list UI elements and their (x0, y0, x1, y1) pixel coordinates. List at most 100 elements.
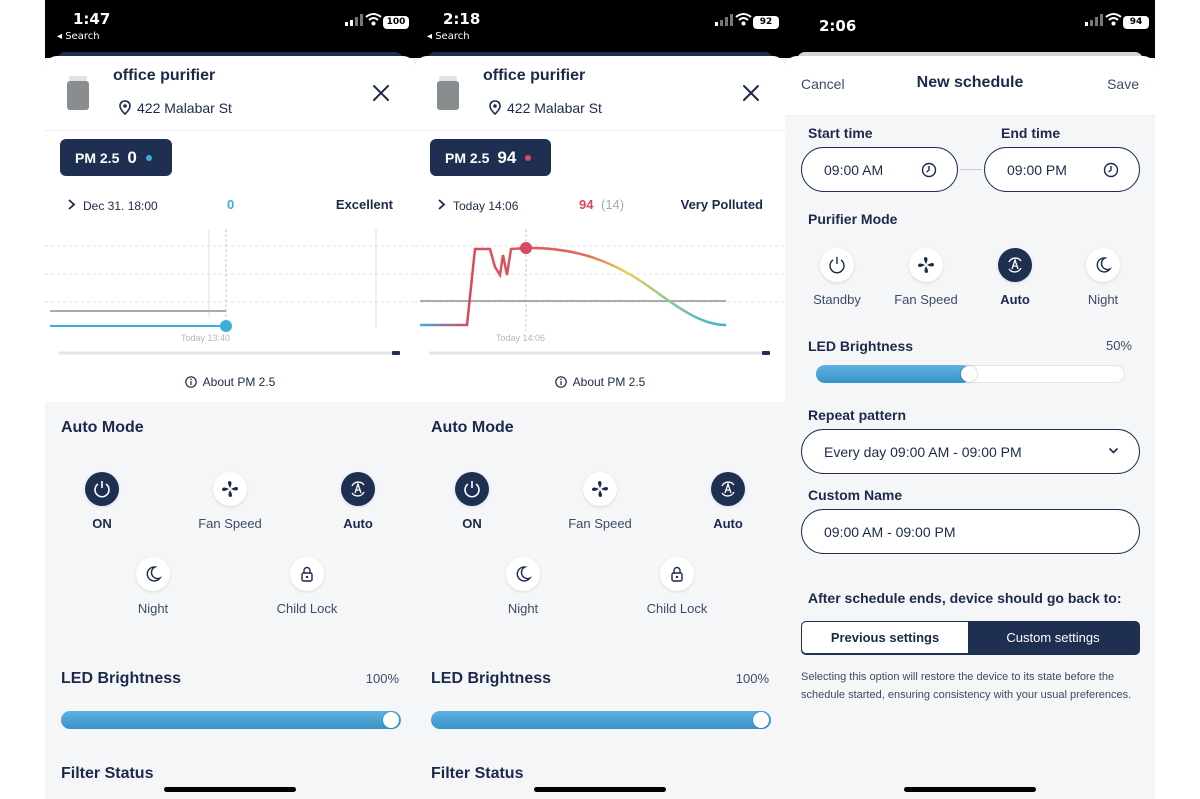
auto-mode-button[interactable]: Auto (313, 472, 403, 531)
led-brightness-percent: 50% (1105, 338, 1132, 353)
home-indicator[interactable] (164, 787, 296, 792)
fan-speed-button[interactable]: Fan Speed (555, 472, 645, 531)
start-time-label: Start time (808, 125, 873, 141)
pm-value: 0 (127, 147, 137, 167)
slider-thumb[interactable] (753, 712, 769, 728)
auto-mode-icon (1008, 257, 1022, 273)
home-indicator[interactable] (534, 787, 666, 792)
fan-speed-button[interactable]: Fan Speed (185, 472, 275, 531)
child-lock-label: Child Lock (276, 601, 338, 616)
pm-history-chart[interactable] (415, 221, 785, 361)
previous-settings-option[interactable]: Previous settings (802, 622, 968, 653)
auto-mode-title: Auto Mode (61, 419, 144, 436)
repeat-pattern-label: Repeat pattern (808, 407, 907, 423)
fan-speed-mode-button[interactable]: Fan Speed (881, 248, 971, 307)
clock-icon (1103, 162, 1119, 178)
custom-name-input[interactable]: 09:00 AM - 09:00 PM (801, 509, 1140, 554)
cellular-signal-icon (1085, 14, 1103, 26)
purifier-mode-label: Purifier Mode (808, 211, 898, 227)
device-header: office purifier 422 Malabar St (415, 56, 785, 130)
device-address-text: 422 Malabar St (137, 100, 232, 116)
pm-history-chart[interactable] (45, 221, 415, 361)
wifi-icon (1105, 13, 1122, 26)
back-to-search-link[interactable]: ◂ Search (427, 31, 470, 42)
close-icon[interactable] (371, 83, 391, 103)
led-brightness-slider[interactable] (61, 711, 401, 729)
led-brightness-title: LED Brightness (61, 670, 182, 687)
pm-badge[interactable]: PM 2.5 94 (430, 139, 552, 176)
filter-status-title: Filter Status (61, 765, 154, 782)
about-pm-link[interactable]: About PM 2.5 (415, 375, 785, 389)
chart-time-label: Today 13:40 (181, 333, 231, 343)
pm-badge[interactable]: PM 2.5 0 (60, 139, 172, 176)
device-address-text: 422 Malabar St (507, 100, 602, 116)
moon-icon (516, 566, 533, 582)
repeat-pattern-select[interactable]: Every day 09:00 AM - 09:00 PM (801, 429, 1140, 474)
end-time-field[interactable]: 09:00 PM (984, 147, 1140, 192)
custom-settings-option[interactable]: Custom settings (1006, 630, 1100, 645)
reading-row[interactable]: Dec 31. 18:00 0 Excellent (45, 197, 415, 217)
standby-mode-button[interactable]: Standby (792, 248, 882, 307)
start-time-field[interactable]: 09:00 AM (801, 147, 958, 192)
status-time: 1:47 (73, 10, 111, 28)
auto-mode-title: Auto Mode (431, 419, 514, 436)
child-lock-button[interactable]: Child Lock (262, 557, 352, 616)
current-point (220, 320, 232, 332)
about-pm-link[interactable]: About PM 2.5 (45, 375, 415, 389)
cancel-button[interactable]: Cancel (801, 76, 845, 92)
pm-status-dot (145, 154, 152, 161)
phone-screen-2: 2:18 ◂ Search 92 office purifier 422 Mal… (415, 0, 785, 799)
pm-chart-card: PM 2.5 94 Today 14:06 94 (14) Very Pollu… (415, 130, 785, 402)
reading-row[interactable]: Today 14:06 94 (14) Very Polluted (415, 197, 785, 217)
child-lock-button[interactable]: Child Lock (632, 557, 722, 616)
auto-mode-button[interactable]: Auto (683, 472, 773, 531)
led-brightness-slider[interactable] (431, 711, 771, 729)
fan-speed-label: Fan Speed (568, 516, 632, 531)
current-point (520, 242, 532, 254)
auto-mode-button[interactable]: Auto (970, 248, 1060, 307)
slider-thumb[interactable] (961, 366, 977, 382)
reading-time: Today 14:06 (453, 199, 519, 213)
led-brightness-percent: 100% (735, 671, 769, 686)
about-pm-text: About PM 2.5 (572, 375, 646, 389)
after-schedule-toggle[interactable]: Previous settings Custom settings (801, 621, 1140, 655)
custom-name-value: 09:00 AM - 09:00 PM (824, 524, 956, 540)
end-time-label: End time (1001, 125, 1061, 141)
device-address: 422 Malabar St (489, 100, 602, 116)
battery-icon: 92 (753, 16, 779, 29)
slider-thumb[interactable] (383, 712, 399, 728)
power-on-button[interactable]: ON (427, 472, 517, 531)
power-label: ON (92, 516, 112, 531)
close-icon[interactable] (741, 83, 761, 103)
power-icon (464, 481, 480, 498)
back-to-search-link[interactable]: ◂ Search (57, 31, 100, 42)
after-schedule-label: After schedule ends, device should go ba… (808, 590, 1122, 606)
save-button[interactable]: Save (1107, 76, 1139, 92)
end-time-value: 09:00 PM (1007, 162, 1067, 178)
schedule-header: Cancel New schedule Save (785, 56, 1155, 116)
night-mode-button[interactable]: Night (108, 557, 198, 616)
night-mode-button[interactable]: Night (478, 557, 568, 616)
status-time: 2:18 (443, 10, 481, 28)
pm-series-line (420, 246, 727, 327)
led-brightness-slider[interactable] (816, 365, 1125, 383)
fan-icon (918, 257, 934, 273)
power-icon (829, 257, 845, 274)
power-on-button[interactable]: ON (57, 472, 147, 531)
moon-icon (1096, 257, 1113, 273)
time-scrubber-handle (762, 351, 770, 355)
pm-label: PM 2.5 (445, 149, 490, 166)
led-brightness-title: LED Brightness (431, 670, 552, 687)
device-address: 422 Malabar St (119, 100, 232, 116)
time-scrubber-handle (392, 351, 400, 355)
slider-fill (61, 711, 401, 729)
night-mode-button[interactable]: Night (1058, 248, 1148, 307)
fan-speed-label: Fan Speed (894, 292, 958, 307)
filter-status-title: Filter Status (431, 765, 524, 782)
battery-icon: 100 (383, 16, 409, 29)
purifier-device-icon (67, 76, 89, 110)
reading-sub-value: (14) (601, 197, 625, 212)
auto-mode-icon (351, 481, 365, 497)
status-bar: 2:18 ◂ Search 92 (415, 0, 785, 60)
home-indicator[interactable] (904, 787, 1036, 792)
